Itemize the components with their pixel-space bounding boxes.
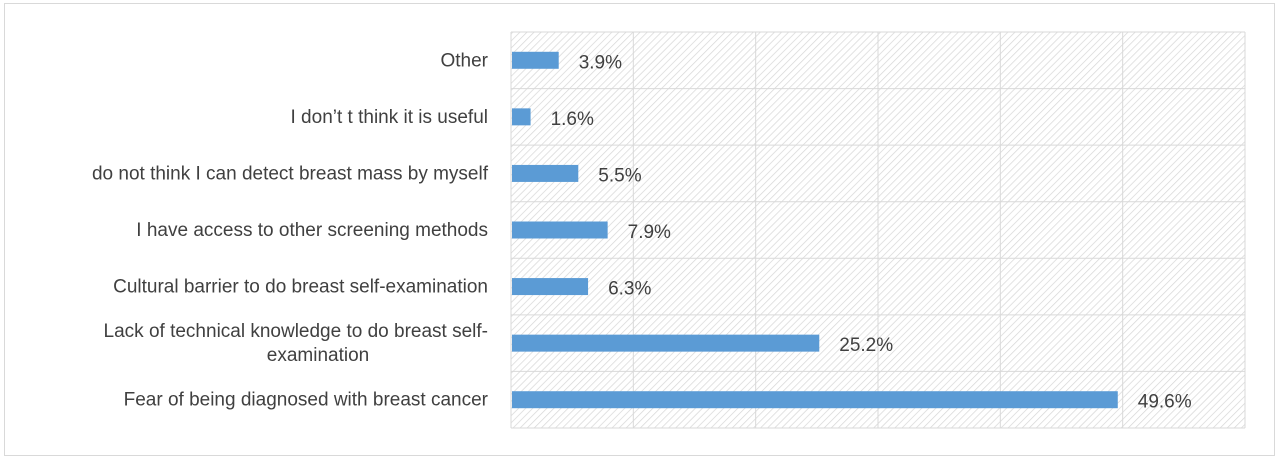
category-label: Cultural barrier to do breast self-exami…	[113, 277, 488, 298]
category-label: do not think I can detect breast mass by…	[92, 163, 489, 184]
value-label: 5.5%	[598, 165, 641, 186]
category-label-line: Lack of technical knowledge to do breast…	[104, 321, 488, 342]
value-label: 3.9%	[579, 52, 622, 73]
value-label: 49.6%	[1138, 392, 1192, 413]
value-labels: 3.9% 1.6% 5.5% 7.9% 6.3% 25.2% 49.6%	[551, 52, 1192, 412]
category-label-line: I have access to other screening methods	[136, 220, 488, 241]
value-label: 1.6%	[551, 109, 594, 130]
category-label: Fear of being diagnosed with breast canc…	[124, 390, 489, 411]
bar	[512, 221, 608, 239]
category-label-line: Other	[440, 50, 488, 71]
gridlines	[510, 31, 1246, 429]
category-label: I have access to other screening methods	[136, 220, 488, 241]
bars	[512, 51, 1118, 409]
category-label: I don’t t think it is useful	[291, 107, 489, 128]
value-label: 25.2%	[839, 335, 893, 356]
bar	[512, 164, 579, 182]
category-label: Lack of technical knowledge to do breast…	[104, 321, 488, 366]
bar	[512, 108, 531, 126]
bar	[512, 278, 589, 296]
category-label-line: Cultural barrier to do breast self-exami…	[113, 277, 488, 298]
category-label-line: examination	[267, 345, 369, 366]
category-labels: Other I don’t t think it is useful do not …	[92, 50, 489, 410]
value-label: 6.3%	[608, 279, 651, 300]
value-label: 7.9%	[628, 222, 671, 243]
category-label: Other	[440, 50, 488, 71]
category-label-line: Fear of being diagnosed with breast canc…	[124, 390, 489, 411]
bar	[512, 51, 559, 69]
category-label-line: do not think I can detect breast mass by…	[92, 163, 489, 184]
bar	[512, 334, 820, 352]
bar	[512, 391, 1118, 409]
category-label-line: I don’t t think it is useful	[291, 107, 489, 128]
